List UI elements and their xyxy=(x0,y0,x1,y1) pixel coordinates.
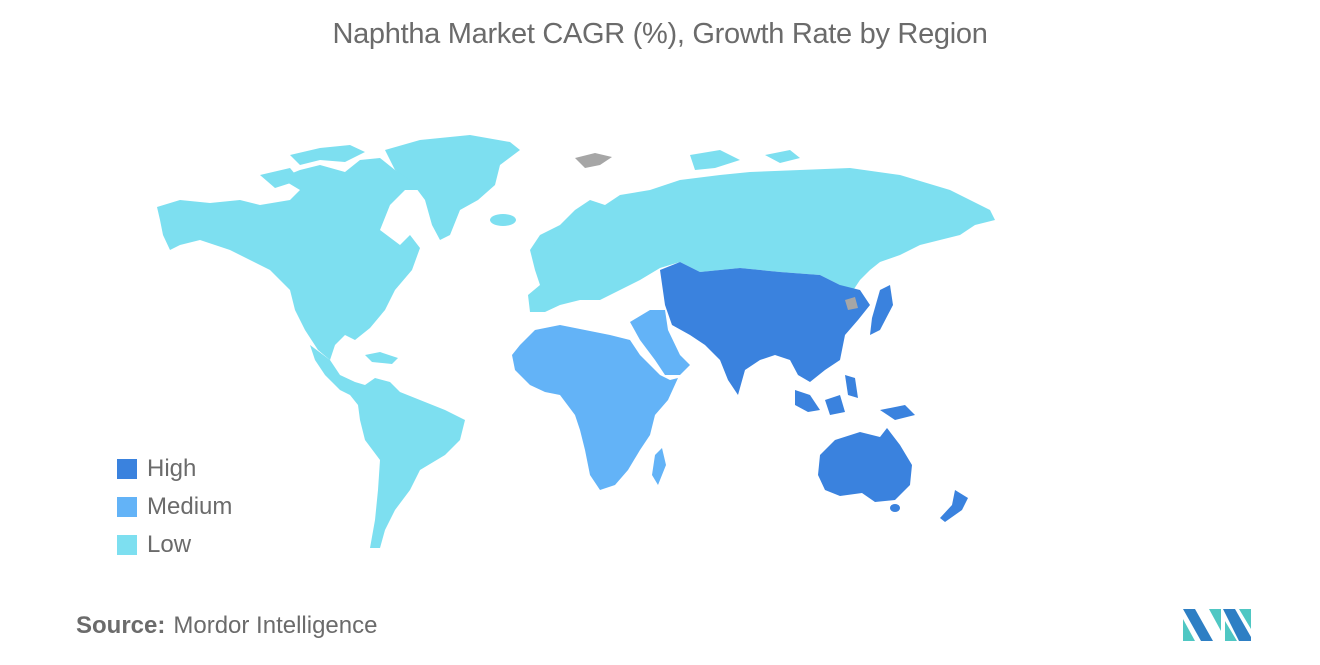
region-north-america xyxy=(157,145,430,360)
legend-item-medium: Medium xyxy=(117,488,232,526)
legend-swatch-low xyxy=(117,535,137,555)
legend-label: High xyxy=(147,455,197,482)
source-value: Mordor Intelligence xyxy=(173,612,378,639)
legend-label: Medium xyxy=(147,493,233,520)
region-greenland xyxy=(385,135,520,240)
legend-item-high: High xyxy=(117,450,232,488)
legend-swatch-high xyxy=(117,459,137,479)
source-note: Source: Mordor Intelligence xyxy=(76,612,377,640)
region-iceland xyxy=(490,214,516,226)
source-label: Source: xyxy=(76,612,166,639)
legend-swatch-medium xyxy=(117,497,137,517)
chart-title: Naphtha Market CAGR (%), Growth Rate by … xyxy=(332,18,988,50)
region-svalbard-no-data xyxy=(575,153,612,168)
mordor-intelligence-logo-icon xyxy=(1183,609,1251,641)
region-africa-middle-east xyxy=(512,310,690,490)
legend: High Medium Low xyxy=(117,450,232,564)
region-asia-pacific xyxy=(660,262,968,522)
legend-label: Low xyxy=(147,531,192,558)
region-south-america xyxy=(310,345,465,548)
legend-item-low: Low xyxy=(117,526,232,564)
region-europe-russia xyxy=(528,150,995,312)
region-north-korea-no-data xyxy=(845,297,858,310)
region-australia xyxy=(818,428,912,502)
